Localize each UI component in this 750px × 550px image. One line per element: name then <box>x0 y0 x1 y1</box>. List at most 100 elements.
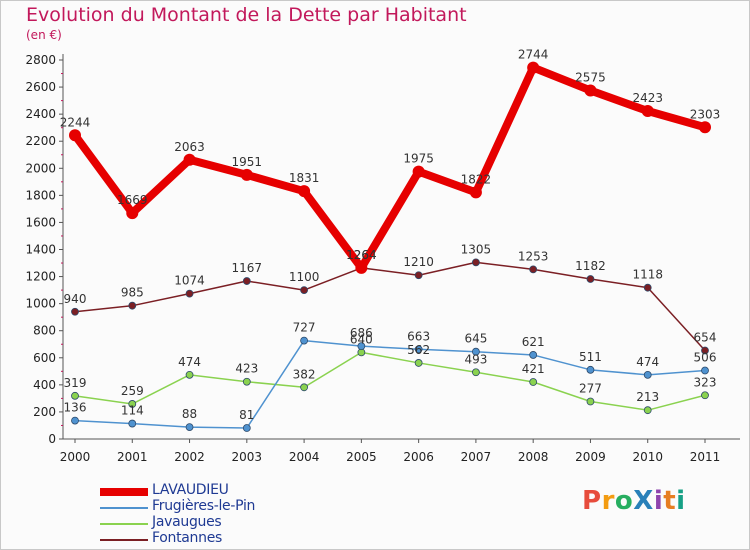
data-point <box>128 400 137 408</box>
data-point <box>643 406 652 415</box>
data-point <box>71 307 79 316</box>
data-label: 423 <box>235 362 258 376</box>
data-label: 1182 <box>575 259 606 273</box>
data-point <box>69 129 81 142</box>
data-label: 727 <box>293 321 316 335</box>
data-point <box>183 153 196 166</box>
x-tick-label: 2002 <box>174 450 205 464</box>
data-point <box>298 185 311 198</box>
x-tick-label: 2005 <box>346 450 377 464</box>
data-point <box>242 377 251 386</box>
data-label: 1100 <box>289 270 320 284</box>
x-tick-label: 2009 <box>575 450 606 464</box>
data-point <box>71 416 79 425</box>
series-line-3 <box>74 261 706 352</box>
data-point <box>300 336 308 345</box>
logo-letter: i <box>676 486 686 516</box>
data-point <box>529 378 538 386</box>
data-label: 382 <box>293 367 316 381</box>
x-tick-label: 2006 <box>403 450 434 464</box>
y-tick-label: 200 <box>33 405 56 419</box>
x-tick-label: 2001 <box>117 450 148 464</box>
data-point <box>643 370 652 379</box>
data-point <box>355 261 368 274</box>
data-point <box>126 207 139 220</box>
data-label: 663 <box>407 329 430 343</box>
logo-letter: r <box>601 486 615 516</box>
data-point <box>586 365 595 374</box>
data-label: 88 <box>182 407 197 421</box>
legend-swatch-frugieres <box>100 507 148 509</box>
data-label: 114 <box>121 404 144 418</box>
legend-swatch-lavaudieu <box>100 488 148 496</box>
logo-letter: P <box>582 486 602 516</box>
chart-subtitle: (en €) <box>26 28 62 42</box>
data-point <box>300 286 308 295</box>
data-point <box>701 366 709 375</box>
logo-letter: i <box>653 486 664 516</box>
data-point <box>469 186 482 199</box>
logo-letter: t <box>663 486 677 516</box>
data-label: 985 <box>121 286 144 300</box>
data-point <box>527 61 540 74</box>
data-point <box>586 275 595 283</box>
x-tick-label: 2011 <box>690 450 721 464</box>
data-label: 645 <box>464 332 487 346</box>
data-label: 686 <box>350 326 373 340</box>
data-point <box>643 283 652 292</box>
data-label: 1975 <box>403 152 434 166</box>
data-label: 1951 <box>232 155 263 169</box>
x-tick-label: 2003 <box>232 450 263 464</box>
data-point <box>240 168 253 181</box>
data-point <box>701 391 709 400</box>
data-point <box>472 258 480 267</box>
data-label: 1118 <box>632 268 663 282</box>
data-label: 2423 <box>632 91 663 105</box>
data-label: 2744 <box>518 48 549 62</box>
data-point <box>586 397 595 406</box>
y-tick-label: 0 <box>48 432 56 446</box>
data-label: 1264 <box>346 248 377 262</box>
y-tick-label: 1400 <box>25 243 56 257</box>
data-label: 511 <box>579 350 602 364</box>
x-tick-label: 2004 <box>289 450 320 464</box>
data-label: 2244 <box>60 115 91 129</box>
data-point <box>71 391 79 400</box>
y-tick-label: 400 <box>33 378 56 392</box>
data-label: 654 <box>694 330 717 344</box>
proxiti-logo: ProXiti <box>582 486 686 516</box>
y-tick-label: 2000 <box>25 161 56 175</box>
data-point <box>185 423 194 431</box>
data-point <box>529 265 538 274</box>
data-label: 2575 <box>575 70 606 84</box>
series-line-2 <box>74 351 706 411</box>
data-label: 640 <box>350 332 373 346</box>
x-tick-label: 2007 <box>461 450 492 464</box>
data-point <box>472 347 480 356</box>
data-point <box>529 351 538 359</box>
data-label: 1210 <box>403 255 434 269</box>
x-tick-label: 2010 <box>632 450 663 464</box>
data-point <box>699 121 711 134</box>
data-label: 259 <box>121 384 144 398</box>
data-point <box>185 370 194 379</box>
legend-label: Fontannes <box>152 530 223 546</box>
y-tick-label: 1800 <box>25 188 56 202</box>
y-tick-label: 1000 <box>25 297 56 311</box>
data-label: 506 <box>694 351 717 365</box>
data-label: 1831 <box>289 171 320 185</box>
data-point <box>584 84 597 97</box>
y-tick-label: 1600 <box>25 215 56 229</box>
chart-title: Evolution du Montant de la Dette par Hab… <box>26 4 467 26</box>
y-tick-label: 2400 <box>25 107 56 121</box>
data-label: 1167 <box>232 261 263 275</box>
data-point <box>701 346 709 355</box>
logo-letter: X <box>633 486 654 516</box>
data-label: 323 <box>694 375 717 389</box>
y-tick-label: 2800 <box>25 53 56 67</box>
data-label: 1822 <box>461 172 492 186</box>
data-point <box>414 345 423 354</box>
legend-label: Javaugues <box>152 514 222 530</box>
data-point <box>472 368 480 377</box>
